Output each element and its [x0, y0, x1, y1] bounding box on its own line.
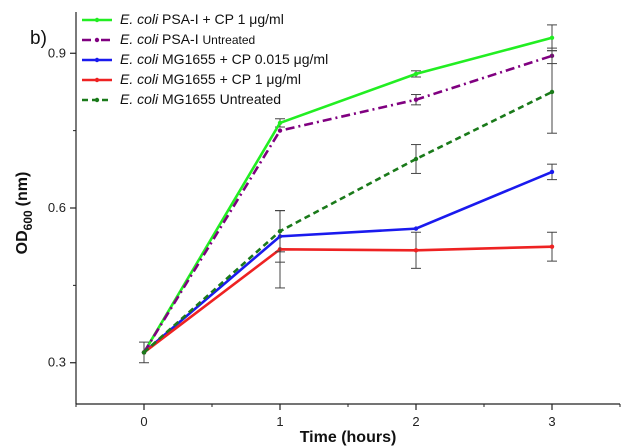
- data-point: [549, 169, 555, 175]
- legend-marker: [94, 97, 100, 103]
- legend-marker: [94, 17, 100, 23]
- series-line: [143, 170, 553, 354]
- panel-label: b): [30, 28, 47, 49]
- series-3: [139, 210, 557, 364]
- series-4: [141, 50, 557, 355]
- data-point: [277, 120, 283, 126]
- legend-label: E. coli MG1655 + CP 1 μg/ml: [120, 71, 301, 87]
- x-tick-label-0: 0: [140, 414, 147, 429]
- y-axis-title-sub: 600: [21, 210, 35, 230]
- series-2: [141, 163, 557, 355]
- y-axis-title-main: OD: [14, 230, 31, 254]
- legend-marker: [94, 57, 100, 63]
- data-point: [413, 156, 419, 162]
- data-point: [549, 35, 555, 40]
- series-line: [143, 90, 553, 354]
- series-line: [143, 245, 553, 354]
- legend-item-2: E. coli MG1655 + CP 0.015 μg/ml: [82, 51, 328, 67]
- legend-item-1: E. coli PSA-I Untreated: [82, 31, 255, 47]
- y-tick-label-0.9: 0.9: [48, 45, 66, 60]
- legend-label: E. coli MG1655 Untreated: [120, 91, 281, 107]
- legend-item-0: E. coli PSA-I + CP 1 μg/ml: [82, 11, 284, 27]
- x-tick-label-1: 1: [276, 414, 283, 429]
- legend-label: E. coli MG1655 + CP 0.015 μg/ml: [120, 51, 328, 67]
- data-point: [413, 71, 419, 77]
- x-tick-label-2: 2: [412, 414, 419, 429]
- series-line: [142, 36, 553, 354]
- x-ticks: 0 1 2 3: [75, 404, 621, 429]
- data-point: [549, 89, 555, 95]
- y-ticks: 0.3 0.6 0.9: [48, 45, 76, 370]
- x-tick-label-3: 3: [548, 414, 555, 429]
- data-point: [549, 244, 555, 249]
- y-axis-title: OD600 (nm): [14, 172, 35, 255]
- data-point: [141, 350, 147, 355]
- y-axis-title-unit: (nm): [14, 172, 31, 207]
- legend-marker: [94, 77, 100, 83]
- x-axis-title: Time (hours): [300, 429, 397, 446]
- series-layer: [139, 24, 557, 364]
- data-point: [277, 229, 283, 234]
- data-point: [413, 248, 419, 253]
- series-line: [142, 54, 553, 354]
- legend-marker: [94, 37, 100, 43]
- y-tick-label-0.3: 0.3: [48, 355, 66, 370]
- y-tick-label-0.6: 0.6: [48, 200, 66, 215]
- legend-item-3: E. coli MG1655 + CP 1 μg/ml: [82, 71, 301, 87]
- legend-label: E. coli PSA-I Untreated: [120, 31, 255, 47]
- legend-item-4: E. coli MG1655 Untreated: [82, 91, 281, 107]
- legend: E. coli PSA-I + CP 1 μg/ml E. coli PSA-I …: [82, 11, 328, 107]
- data-point: [413, 97, 419, 102]
- legend-label: E. coli PSA-I + CP 1 μg/ml: [120, 11, 284, 27]
- data-point: [277, 128, 283, 133]
- data-point: [413, 226, 419, 231]
